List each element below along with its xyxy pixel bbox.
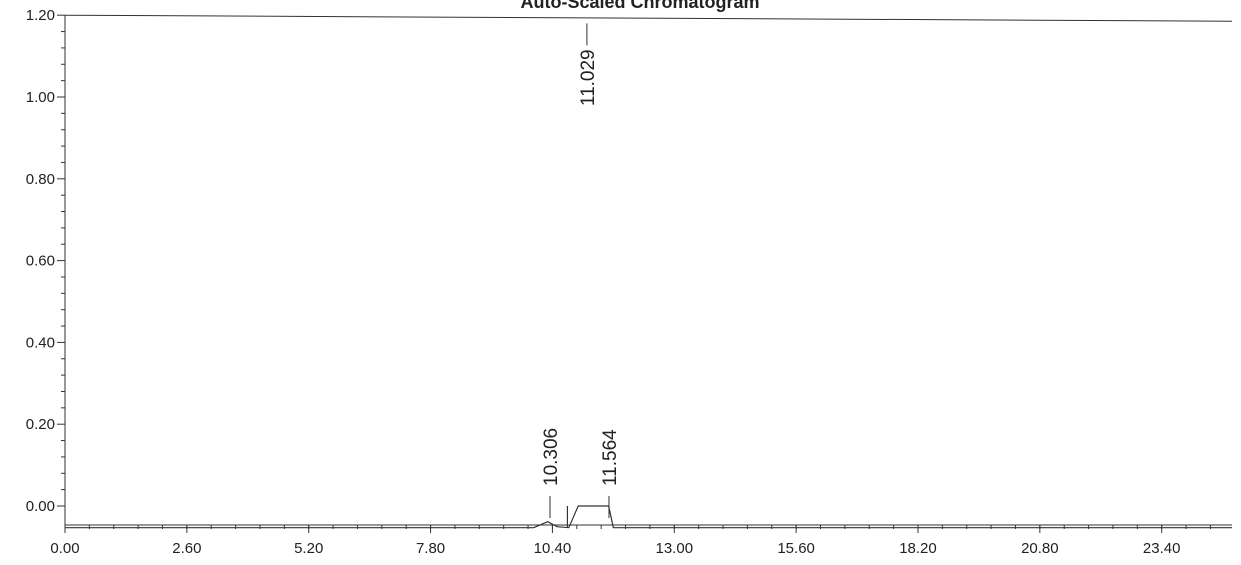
x-tick-label: 13.00 bbox=[656, 540, 694, 557]
peak-label: 10.306 bbox=[541, 428, 562, 486]
x-tick-label: 18.20 bbox=[899, 540, 937, 557]
x-tick-label: 15.60 bbox=[777, 540, 815, 557]
y-tick-label: 1.00 bbox=[26, 89, 55, 106]
chromatogram-trace bbox=[65, 505, 1232, 529]
y-tick-label: 0.80 bbox=[26, 171, 55, 188]
x-tick-label: 2.60 bbox=[172, 540, 201, 557]
peak-marker: 10.306 bbox=[541, 428, 562, 518]
y-tick-label: 0.20 bbox=[26, 416, 55, 433]
peak-label: 11.564 bbox=[600, 429, 621, 486]
peak-annotations: 10.306 11.029 11.564 bbox=[541, 23, 621, 518]
y-tick-label: 0.60 bbox=[26, 253, 55, 270]
y-axis: 0.00 0.20 0.40 0.60 0.80 1.00 1.20 bbox=[26, 7, 1233, 525]
x-tick-label: 5.20 bbox=[294, 540, 323, 557]
peak-label: 11.029 bbox=[578, 49, 599, 106]
y-tick-label: 0.40 bbox=[26, 334, 55, 351]
x-tick-label: 7.80 bbox=[416, 540, 445, 557]
peak-marker: 11.029 bbox=[578, 23, 599, 106]
chart-title: Auto-Scaled Chromatogram bbox=[520, 0, 759, 12]
x-axis: 0.00 2.60 5.20 7.80 10.40 13.00 15.60 18.20 20.8… bbox=[50, 524, 1232, 557]
top-border-line bbox=[64, 14, 1233, 22]
x-tick-label: 20.80 bbox=[1021, 540, 1059, 557]
x-tick-label: 0.00 bbox=[50, 540, 79, 557]
y-tick-label: 0.00 bbox=[26, 498, 55, 515]
x-tick-label: 10.40 bbox=[534, 540, 572, 557]
peak-marker: 11.564 bbox=[600, 429, 621, 518]
x-tick-label: 23.40 bbox=[1143, 540, 1181, 557]
trace-line bbox=[65, 505, 1232, 529]
y-tick-label: 1.20 bbox=[26, 7, 55, 24]
